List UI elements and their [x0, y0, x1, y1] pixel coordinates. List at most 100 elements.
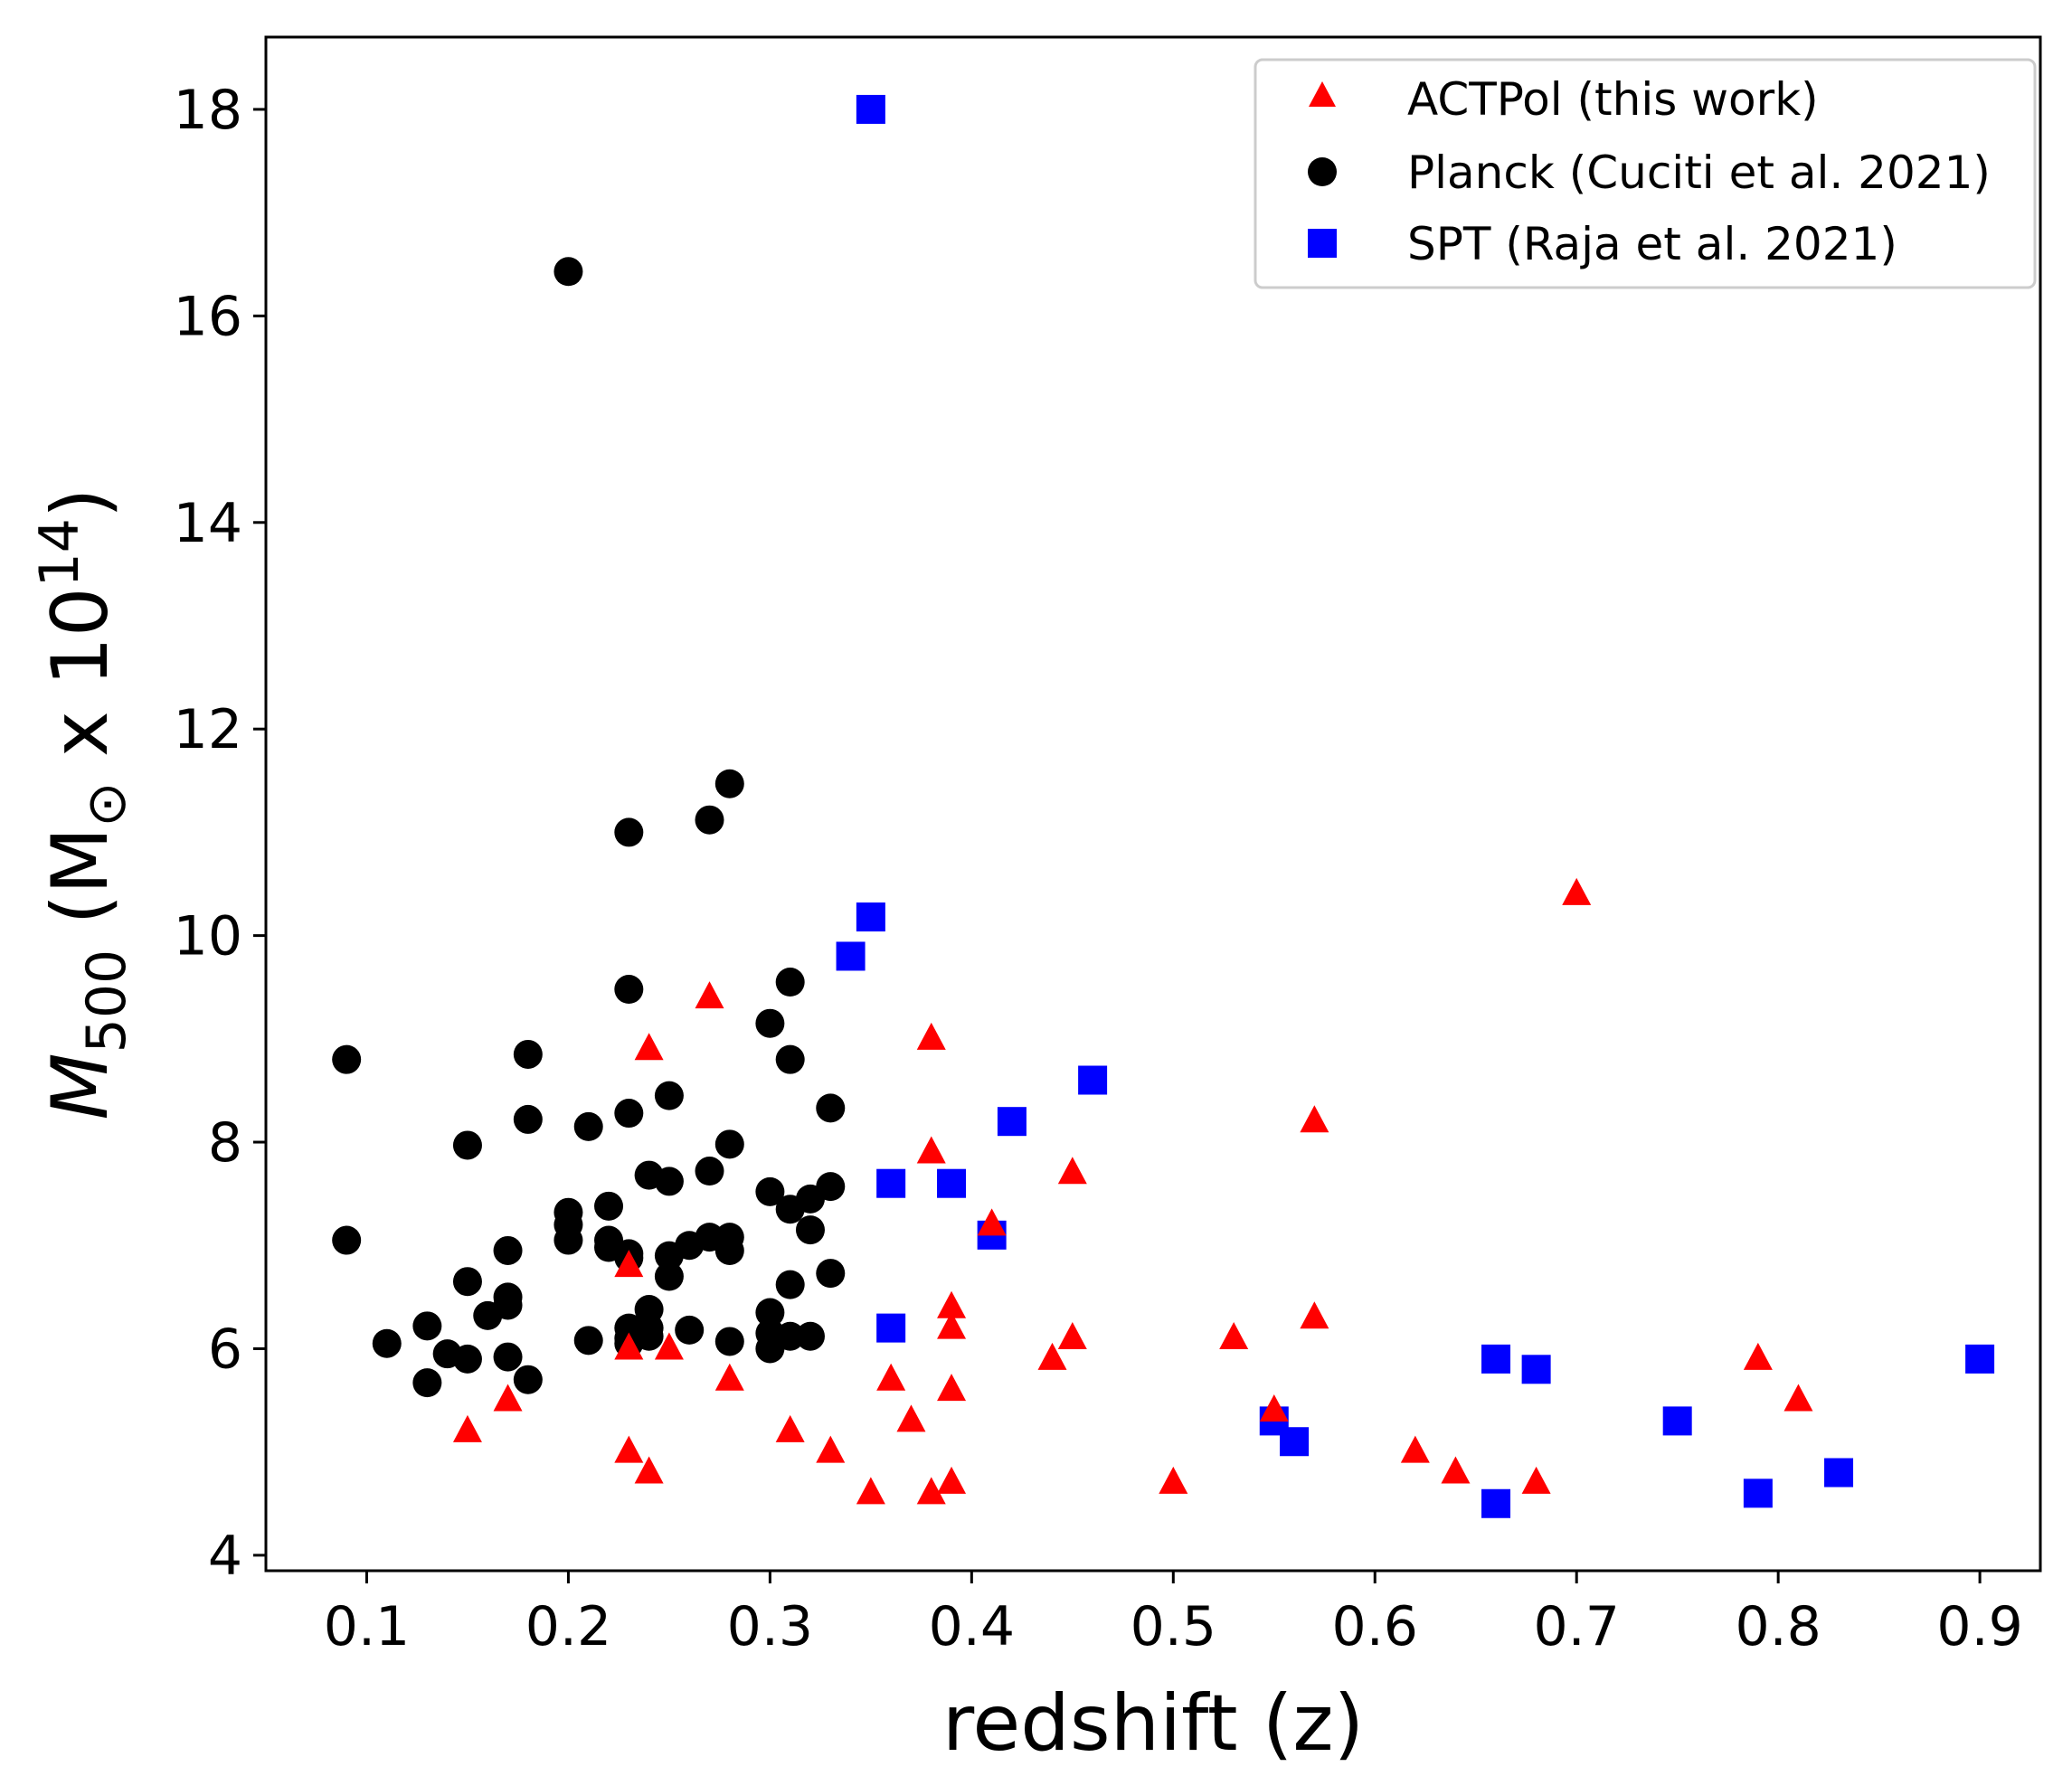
legend-label-spt: SPT (Raja et al. 2021) [1407, 218, 1897, 270]
planck-point [795, 1321, 825, 1351]
y-tick-label: 6 [208, 1318, 242, 1381]
actpol-point [634, 1033, 664, 1061]
planck-point [714, 1235, 744, 1265]
planck-point [553, 257, 583, 287]
spt-point [997, 1107, 1027, 1137]
planck-point [553, 1225, 583, 1255]
actpol-point [916, 1136, 946, 1164]
planck-point [452, 1267, 482, 1297]
actpol-point [1159, 1466, 1188, 1494]
actpol-point [452, 1414, 482, 1442]
spt-point [937, 1168, 967, 1198]
actpol-point [1441, 1456, 1471, 1484]
actpol-point [614, 1250, 644, 1278]
y-label-times: x 10 [35, 587, 126, 781]
actpol-point [614, 1332, 644, 1360]
actpol-point [937, 1311, 967, 1339]
actpol-point [856, 1477, 885, 1505]
actpol-point [916, 1022, 946, 1050]
spt-point [1481, 1488, 1511, 1518]
legend-marker-planck [1308, 157, 1337, 186]
planck-point [412, 1368, 442, 1398]
planck-point [654, 1167, 684, 1196]
planck-point [755, 1008, 785, 1038]
spt-point [1481, 1344, 1511, 1374]
spt-point [876, 1313, 906, 1343]
x-tick-label: 0.1 [324, 1595, 410, 1658]
spt-point [1743, 1478, 1773, 1508]
planck-point [816, 1093, 846, 1123]
y-tick-label: 16 [174, 285, 242, 348]
planck-point [654, 1081, 684, 1110]
actpol-point [937, 1374, 967, 1402]
spt-point [856, 902, 885, 932]
y-label-subscript: 500 [75, 949, 138, 1053]
planck-point [513, 1039, 543, 1069]
y-label-sun-symbol: ⊙ [75, 781, 138, 827]
actpol-point [1300, 1301, 1329, 1329]
svg-text:M500 (M⊙ x 1014): M500 (M⊙ x 1014) [28, 487, 138, 1119]
legend-label-planck: Planck (Cuciti et al. 2021) [1407, 146, 1991, 199]
actpol-point [654, 1332, 684, 1360]
planck-point [695, 1157, 724, 1186]
planck-point [493, 1290, 523, 1320]
actpol-point [634, 1456, 664, 1484]
planck-point [332, 1225, 362, 1255]
planck-point [594, 1191, 624, 1221]
spt-point [1280, 1427, 1310, 1457]
planck-point [775, 968, 805, 997]
planck-point [795, 1215, 825, 1245]
planck-point [675, 1315, 705, 1345]
actpol-point [876, 1363, 906, 1391]
actpol-point [1219, 1322, 1249, 1350]
actpol-point [1521, 1466, 1551, 1494]
planck-point [775, 1044, 805, 1074]
planck-point [614, 817, 644, 847]
y-axis-label: M500 (M⊙ x 1014) [28, 487, 138, 1119]
spt-point [856, 94, 885, 124]
actpol-point [1783, 1384, 1813, 1412]
planck-point [755, 1298, 785, 1327]
y-tick-label: 4 [208, 1525, 242, 1588]
y-tick-label: 12 [174, 698, 242, 761]
legend-box [1254, 58, 2037, 289]
actpol-point [614, 1435, 644, 1463]
spt-point [836, 941, 866, 971]
spt-point [876, 1168, 906, 1198]
y-label-exponent: 14 [28, 518, 91, 587]
planck-point [695, 805, 724, 835]
planck-point [714, 1327, 744, 1356]
data-points [332, 94, 1995, 1518]
planck-point [513, 1365, 543, 1394]
actpol-point [937, 1290, 967, 1318]
y-label-unit-close: ) [35, 487, 126, 518]
x-tick-label: 0.3 [727, 1595, 813, 1658]
legend: ACTPol (this work) Planck (Cuciti et al.… [1254, 58, 2037, 289]
planck-point [755, 1176, 785, 1206]
x-tick-label: 0.7 [1533, 1595, 1619, 1658]
actpol-point [977, 1208, 1007, 1236]
actpol-point [896, 1404, 926, 1432]
spt-point [1662, 1406, 1692, 1436]
planck-point [775, 1321, 805, 1351]
planck-point [573, 1326, 603, 1356]
actpol-point [1259, 1393, 1289, 1422]
legend-marker-spt [1308, 229, 1337, 258]
planck-point [816, 1259, 846, 1289]
actpol-point [1037, 1342, 1067, 1370]
actpol-point [816, 1435, 846, 1463]
actpol-point [1057, 1322, 1087, 1350]
y-tick-label: 8 [208, 1111, 242, 1175]
actpol-point [1562, 877, 1592, 905]
spt-point [1824, 1458, 1854, 1488]
planck-point [714, 1129, 744, 1159]
y-axis-ticks: 4 6 8 10 12 14 16 18 [174, 79, 266, 1588]
actpol-point [1057, 1157, 1087, 1185]
spt-point [1078, 1065, 1108, 1095]
spt-point [1521, 1355, 1551, 1384]
planck-point [573, 1111, 603, 1141]
actpol-point [714, 1363, 744, 1391]
actpol-point [493, 1384, 523, 1412]
